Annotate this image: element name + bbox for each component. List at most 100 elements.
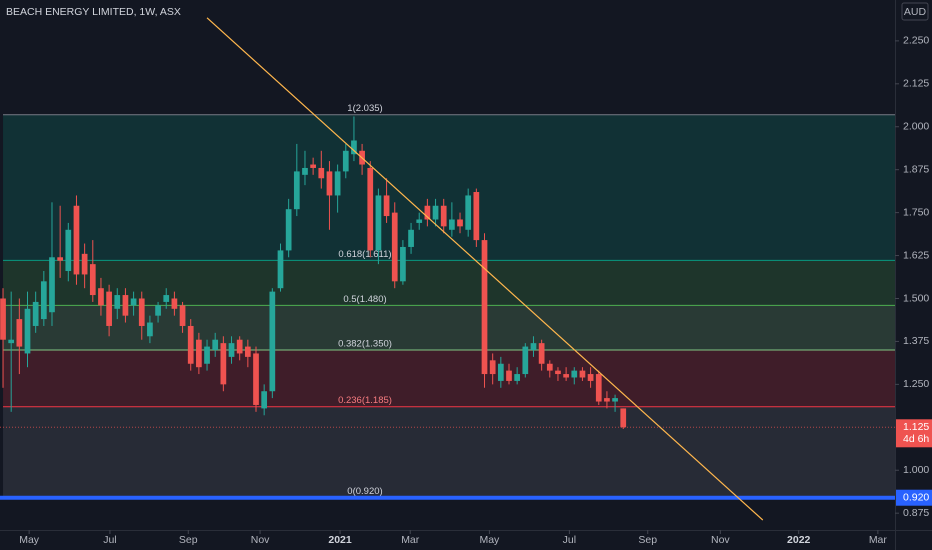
x-tick-label: 2021 [328,534,352,546]
currency-label: AUD [904,6,927,18]
candle-body [375,195,382,251]
candle-body [32,301,39,326]
candle-body [612,398,618,402]
trendline [206,17,764,521]
x-tick-label: Sep [638,534,657,546]
candle-body [171,298,178,309]
candle-body [473,192,480,241]
x-tick-label: May [19,534,40,546]
candle-body [416,219,423,223]
x-tick-label: Jul [103,534,116,546]
candle-body [65,229,72,272]
candle-body [0,298,6,340]
candle-body [155,305,161,316]
candle-body [302,167,308,175]
candle-body [73,205,80,275]
fib-label: 1(2.035) [347,103,382,114]
y-tick-label: 1.875 [903,163,929,175]
y-tick-label: 1.375 [903,335,929,347]
candle-body [261,391,268,409]
y-tick-label: 1.750 [903,206,929,218]
candle-body [351,140,357,155]
candle-body [595,374,602,402]
candle-body [408,229,414,247]
y-tick-label: 0.875 [903,507,929,519]
candle-body [571,370,578,378]
candle-body [236,339,243,354]
x-tick-label: Sep [179,534,198,546]
y-tick-label: 1.000 [903,464,929,476]
candle-body [285,209,292,251]
candle-body [98,288,104,306]
candle-body [147,322,153,337]
candle-body [57,257,64,261]
candle-body [212,339,219,351]
x-tick-label: May [479,534,500,546]
candle-body [587,374,594,381]
candle-body [326,171,333,196]
fib-zone [3,350,895,407]
candle-body [497,363,504,381]
x-tick-label: Mar [401,534,420,546]
candle-body [244,346,251,357]
candle-body [277,250,284,289]
candle-body [489,360,496,375]
chart-title: BEACH ENERGY LIMITED, 1W, ASX [6,6,181,18]
candle-body [269,291,276,392]
candle-body [81,253,88,275]
x-tick-label: Jul [563,534,576,546]
candle-body [457,219,463,227]
last-price-badge [896,419,932,448]
x-tick-label: Nov [251,534,270,546]
candle-body [538,343,545,364]
candle-body [89,264,96,296]
fib-label: 0.618(1.611) [338,249,391,260]
candle-body [514,374,521,381]
fib-label: 0(0.920) [347,486,382,497]
x-tick-label: Nov [711,534,730,546]
candle-body [400,246,406,282]
candle-body [138,298,145,326]
fib-zone [3,260,895,306]
candle-body [49,257,55,313]
candle-body [106,291,112,326]
candle-body [228,343,235,357]
last-price-label: 1.125 [903,421,929,433]
countdown-label: 4d 6h [903,433,929,445]
candle-body [563,374,569,378]
candle-body [196,339,202,368]
y-tick-label: 2.000 [903,121,929,133]
candle-body [449,219,455,230]
y-tick-label: 1.250 [903,378,929,390]
candle-body [481,240,488,375]
candle-body [187,325,194,364]
y-tick-label: 1.500 [903,292,929,304]
candle-body [310,164,316,168]
y-tick-label: 2.250 [903,35,929,47]
horizontal-line-badge [896,489,932,506]
y-tick-label: 2.125 [903,78,929,90]
candle-body [530,343,537,351]
x-tick-label: Mar [869,534,888,546]
candle-body [163,295,170,302]
fib-zone [3,305,895,351]
candle-body [40,281,47,320]
candle-body [293,171,300,210]
candle-body [424,205,431,220]
candle-body [506,370,512,381]
fib-label: 0.236(1.185) [338,395,392,406]
candle-body [367,167,374,251]
fib-label: 0.5(1.480) [343,294,386,305]
candle-body [179,305,186,326]
candle-body [253,353,259,405]
candle-body [391,212,398,282]
candle-body [122,295,129,316]
candle-body [440,205,447,227]
y-tick-label: 1.625 [903,249,929,261]
currency-badge[interactable] [901,2,929,21]
candle-body [522,346,529,375]
candle-body [130,298,137,306]
candle-body [16,319,23,347]
